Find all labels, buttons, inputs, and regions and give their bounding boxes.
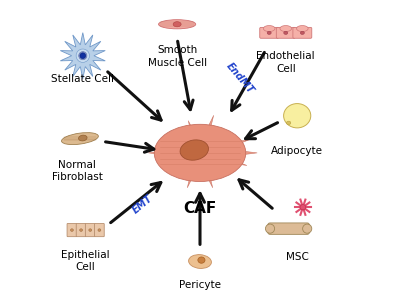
Polygon shape — [199, 142, 220, 155]
FancyBboxPatch shape — [85, 224, 95, 237]
Ellipse shape — [80, 53, 86, 59]
Ellipse shape — [284, 104, 311, 128]
Text: Adipocyte: Adipocyte — [271, 146, 323, 156]
Text: Stellate Cell: Stellate Cell — [51, 74, 114, 84]
Ellipse shape — [303, 224, 312, 233]
Ellipse shape — [173, 22, 181, 27]
Ellipse shape — [62, 133, 98, 144]
Text: CAF: CAF — [183, 202, 217, 217]
Polygon shape — [196, 151, 213, 188]
Polygon shape — [198, 133, 220, 155]
Ellipse shape — [80, 229, 82, 231]
Ellipse shape — [284, 31, 288, 34]
Text: MSC: MSC — [286, 251, 309, 262]
Polygon shape — [198, 139, 250, 159]
Ellipse shape — [98, 229, 101, 231]
Ellipse shape — [286, 121, 291, 125]
Ellipse shape — [300, 205, 306, 210]
Polygon shape — [199, 151, 217, 163]
Polygon shape — [196, 115, 214, 154]
Ellipse shape — [89, 229, 92, 231]
FancyBboxPatch shape — [94, 224, 104, 237]
Text: EMT: EMT — [131, 193, 155, 216]
Ellipse shape — [76, 49, 90, 62]
Ellipse shape — [79, 52, 87, 60]
Ellipse shape — [158, 20, 196, 29]
FancyBboxPatch shape — [276, 28, 295, 38]
Ellipse shape — [70, 229, 73, 231]
Ellipse shape — [280, 25, 292, 32]
Polygon shape — [182, 151, 202, 171]
Polygon shape — [158, 145, 201, 158]
FancyBboxPatch shape — [260, 28, 279, 38]
Ellipse shape — [154, 124, 246, 181]
Text: Normal
Fibroblast: Normal Fibroblast — [52, 160, 102, 183]
Polygon shape — [180, 133, 202, 155]
Polygon shape — [188, 121, 204, 154]
Polygon shape — [198, 151, 218, 171]
Ellipse shape — [263, 25, 275, 32]
Polygon shape — [200, 146, 257, 160]
FancyBboxPatch shape — [67, 224, 77, 237]
Ellipse shape — [266, 224, 275, 233]
Ellipse shape — [188, 255, 212, 268]
FancyBboxPatch shape — [293, 28, 312, 38]
Text: Pericyte: Pericyte — [179, 280, 221, 290]
Polygon shape — [60, 33, 105, 79]
Ellipse shape — [300, 31, 304, 34]
Text: EndMT: EndMT — [224, 61, 256, 96]
Polygon shape — [161, 148, 201, 163]
Ellipse shape — [296, 25, 308, 32]
Text: Smooth
Muscle Cell: Smooth Muscle Cell — [148, 45, 207, 67]
Polygon shape — [198, 147, 247, 166]
Text: Endothelial
Cell: Endothelial Cell — [256, 51, 315, 74]
Polygon shape — [148, 146, 200, 160]
Ellipse shape — [198, 257, 205, 263]
Ellipse shape — [78, 135, 87, 141]
FancyBboxPatch shape — [268, 223, 310, 234]
Ellipse shape — [267, 31, 271, 34]
Ellipse shape — [180, 140, 208, 160]
Polygon shape — [187, 151, 204, 188]
FancyBboxPatch shape — [76, 224, 86, 237]
Text: Epithelial
Cell: Epithelial Cell — [61, 250, 110, 272]
